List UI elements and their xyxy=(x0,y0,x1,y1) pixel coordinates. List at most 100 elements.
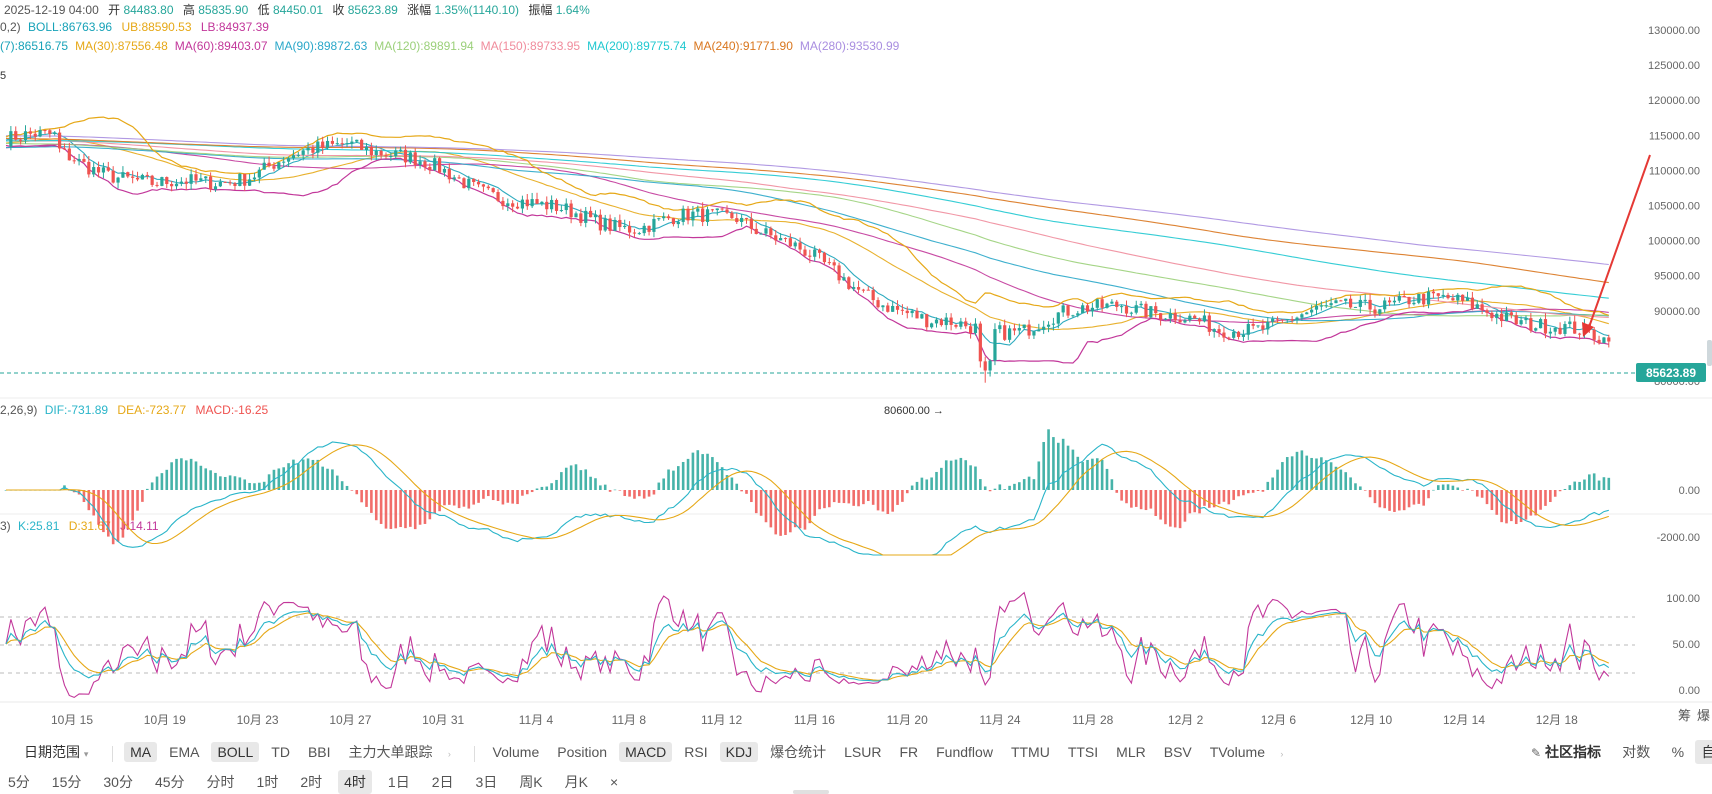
candle-body xyxy=(895,305,900,310)
macd-bar xyxy=(1130,490,1133,508)
candlesticks xyxy=(9,125,1611,383)
timeframe-button[interactable]: 1时 xyxy=(256,774,279,790)
candle-body xyxy=(184,181,188,184)
indicator-td-button[interactable]: TD xyxy=(271,744,290,760)
candle-body xyxy=(306,147,310,151)
indicator-fundflow-button[interactable]: Fundflow xyxy=(936,744,993,760)
indicator-volume-button[interactable]: Volume xyxy=(492,744,540,760)
timeframe-button[interactable]: 2时 xyxy=(300,774,323,790)
macd-bar xyxy=(370,490,373,513)
indicator-mlr-button[interactable]: MLR xyxy=(1116,744,1146,760)
indicator-bbi-button[interactable]: BBI xyxy=(307,744,331,760)
macd-bar xyxy=(301,459,305,490)
macd-bar xyxy=(1441,484,1445,490)
percent-scale-toggle[interactable]: % xyxy=(1671,744,1685,760)
candle-body xyxy=(1236,331,1241,337)
indicator-boll-button[interactable]: BOLL xyxy=(211,742,260,762)
candle-body xyxy=(808,255,812,257)
candle-body xyxy=(1085,305,1090,312)
date-range-button[interactable]: 日期范围 ▾ xyxy=(18,740,94,764)
macd-bar xyxy=(491,490,495,501)
timeframe-button[interactable]: 15分 xyxy=(51,774,82,790)
indicator-kdj-button[interactable]: KDJ xyxy=(719,742,759,762)
macd-bar xyxy=(1417,490,1421,504)
indicator-ma-button[interactable]: MA xyxy=(124,742,158,762)
price-tick-label: 110000.00 xyxy=(1649,165,1700,177)
indicator-tvolume-button[interactable]: TVolume xyxy=(1209,744,1265,760)
timeframe-button[interactable]: 分时 xyxy=(206,774,235,790)
candle-body xyxy=(311,147,315,153)
candle-body xyxy=(554,199,559,211)
liquidation-label[interactable]: 爆 xyxy=(1697,708,1710,723)
timeframe-button[interactable]: 4时 xyxy=(338,770,372,794)
macd-bar xyxy=(1110,479,1114,490)
bottom-scroll-handle[interactable] xyxy=(793,790,829,794)
indicator-fr-button[interactable]: FR xyxy=(899,744,919,760)
macd-bar xyxy=(175,458,178,490)
ma-info: (7):86516.75 MA(30):87556.48 MA(60):89403.… xyxy=(0,38,906,54)
macd-bar xyxy=(764,490,768,523)
indicator-ttsi-button[interactable]: TTSI xyxy=(1067,744,1099,760)
macd-bar xyxy=(525,490,529,495)
indicator-lsur-button[interactable]: LSUR xyxy=(844,744,882,760)
candle-body xyxy=(384,155,388,157)
macd-bar xyxy=(1480,490,1484,498)
indicator-position-button[interactable]: Position xyxy=(557,744,608,760)
macd-bar xyxy=(413,490,417,530)
date-tick-label: 11月 24 xyxy=(979,713,1020,727)
close-icon[interactable]: × xyxy=(610,774,619,790)
boll-lb: LB:84937.39 xyxy=(200,20,269,34)
timeframe-button[interactable]: 月K xyxy=(564,774,588,790)
candle-body xyxy=(1139,303,1143,306)
indicator-macd-button[interactable]: MACD xyxy=(619,742,673,762)
timeframe-button[interactable]: 周K xyxy=(519,774,543,790)
timeframe-button[interactable]: 1日 xyxy=(387,774,410,790)
date-tick-label: 12月 18 xyxy=(1536,713,1578,727)
macd-bar xyxy=(1558,490,1562,492)
edit-icon: ✎ xyxy=(1531,746,1542,760)
indicator-bsv-button[interactable]: BSV xyxy=(1163,744,1192,760)
ma-line-280 xyxy=(6,135,1609,266)
ma-value-7: MA(240):91771.90 xyxy=(693,39,793,53)
community-indicator-button[interactable]: ✎ 社区指标 xyxy=(1525,740,1607,764)
candle-body xyxy=(1202,315,1207,322)
candle-body xyxy=(257,169,261,178)
candle-body xyxy=(345,143,349,145)
macd-dif-line xyxy=(6,441,1609,556)
macd-bar xyxy=(1393,490,1396,512)
indicator--button[interactable]: 爆仓统计 xyxy=(770,744,827,760)
price-axis: 130000.00 125000.00 120000.00 115000.00 1100… xyxy=(1648,25,1700,388)
timeframe-button[interactable]: 30分 xyxy=(103,774,133,790)
candle-body xyxy=(1329,303,1333,306)
chevron-right-icon[interactable]: › xyxy=(447,749,451,759)
candle-body xyxy=(1110,301,1114,304)
current-price-text: 85623.89 xyxy=(1646,366,1696,380)
macd-bar xyxy=(959,457,963,490)
candle-body xyxy=(491,188,495,193)
macd-bar xyxy=(1354,483,1357,490)
candle-body xyxy=(520,199,525,209)
timeframe-button[interactable]: 5分 xyxy=(8,774,30,790)
right-scroll-handle[interactable] xyxy=(1707,340,1712,366)
macd-bar xyxy=(511,490,514,504)
indicator-ema-button[interactable]: EMA xyxy=(169,744,200,760)
macd-bar xyxy=(223,476,227,490)
chip-label[interactable]: 筹 xyxy=(1678,708,1691,723)
candle-body xyxy=(564,203,568,211)
indicator-ttmu-button[interactable]: TTMU xyxy=(1010,744,1050,760)
indicator-rsi-button[interactable]: RSI xyxy=(684,744,708,760)
timeframe-button[interactable]: 2日 xyxy=(431,774,454,790)
macd-bar xyxy=(998,484,1002,490)
log-scale-toggle[interactable]: 对数 xyxy=(1622,744,1651,760)
macd-bar xyxy=(1461,490,1464,491)
candle-body xyxy=(476,182,481,185)
indicator--button[interactable]: 主力大单跟踪 xyxy=(348,744,433,760)
boll-upper xyxy=(5,116,1609,316)
candle-body xyxy=(1500,313,1504,322)
auto-scale-toggle[interactable]: 自动 xyxy=(1695,740,1712,764)
timeframe-button[interactable]: 3日 xyxy=(475,774,498,790)
macd-bar xyxy=(1573,481,1576,490)
chevron-right-icon[interactable]: › xyxy=(1280,749,1284,759)
timeframe-button[interactable]: 45分 xyxy=(154,774,185,790)
price-chart[interactable]: 130000.00 125000.00 120000.00 115000.00 1100… xyxy=(0,0,1712,730)
